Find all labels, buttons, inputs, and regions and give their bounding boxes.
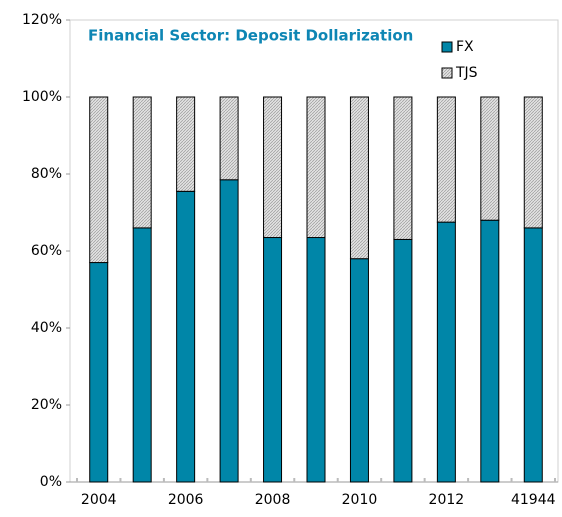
bar-segment [436, 221, 456, 483]
bar-segment [306, 96, 326, 239]
y-tick-label: 60% [31, 243, 62, 259]
bar-segment [263, 237, 283, 483]
bar-segment [176, 96, 196, 192]
x-tick-label: 41944 [511, 492, 556, 508]
x-tick-label: 2010 [342, 492, 378, 508]
y-tick-label: 100% [22, 89, 62, 105]
bar-segment [132, 227, 152, 483]
bar-segment [349, 258, 369, 483]
legend-swatch [441, 41, 453, 53]
bar-segment [393, 96, 413, 240]
y-tick-label: 120% [22, 12, 62, 28]
bar-segment [89, 262, 109, 483]
x-tick-label: 2006 [168, 492, 204, 508]
y-tick-label: 20% [31, 397, 62, 413]
x-tick-label: 2012 [429, 492, 465, 508]
bar-segment [219, 96, 239, 181]
bar-segment [523, 227, 543, 483]
bar-segment [263, 96, 283, 239]
bar-segment [436, 96, 456, 223]
chart-title: Financial Sector: Deposit Dollarization [88, 27, 413, 45]
y-tick-label: 0% [40, 474, 62, 490]
bar-segment [480, 96, 500, 221]
bar-segment [393, 238, 413, 483]
bar-segment [480, 219, 500, 483]
bar-segment [219, 179, 239, 483]
x-tick-label: 2008 [255, 492, 291, 508]
legend-label: FX [456, 39, 474, 55]
legend-label: TJS [455, 65, 478, 81]
y-tick-label: 80% [31, 166, 62, 182]
legend-swatch [441, 67, 453, 79]
y-tick-label: 40% [31, 320, 62, 336]
x-tick-label: 2004 [81, 492, 117, 508]
bar-segment [349, 96, 369, 260]
bar-segment [176, 190, 196, 483]
bar-segment [132, 96, 152, 229]
bar-segment [89, 96, 109, 264]
bar-segment [306, 237, 326, 483]
bar-segment [523, 96, 543, 229]
